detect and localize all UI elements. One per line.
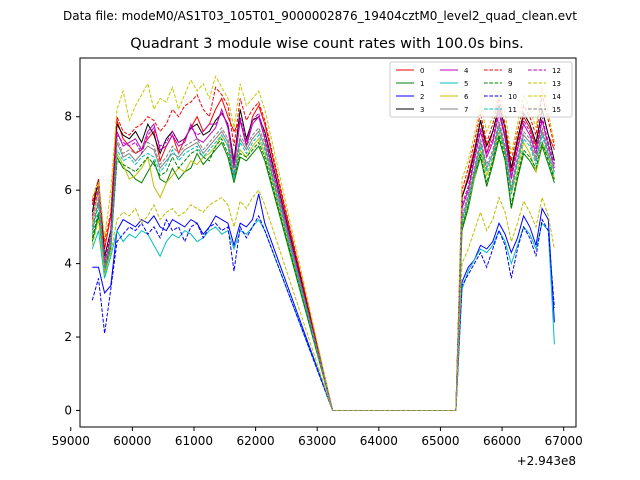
x-tick-label: 64000: [360, 434, 398, 448]
x-tick-label: 67000: [545, 434, 583, 448]
x-tick-label: 63000: [298, 434, 336, 448]
legend-label-3: 3: [420, 106, 424, 114]
x-tick-label: 59000: [52, 434, 90, 448]
legend-label-11: 11: [508, 106, 517, 114]
legend-label-15: 15: [552, 106, 561, 114]
x-tick-label: 62000: [237, 434, 275, 448]
series-line-15: [91, 120, 555, 411]
legend-label-5: 5: [464, 80, 468, 88]
plot-frame: [79, 57, 577, 428]
x-tick-label: 65000: [421, 434, 459, 448]
legend-label-13: 13: [552, 80, 561, 88]
series-line-12: [91, 109, 555, 411]
y-tick-label: 2: [64, 330, 72, 344]
y-tick-label: 8: [64, 110, 72, 124]
legend-label-10: 10: [508, 93, 517, 101]
series-line-9: [91, 133, 555, 411]
legend-label-6: 6: [464, 93, 469, 101]
chart-title: Quadrant 3 module wise count rates with …: [130, 36, 524, 52]
legend-label-0: 0: [420, 67, 424, 75]
legend-label-7: 7: [464, 106, 468, 114]
legend-label-4: 4: [464, 67, 469, 75]
y-tick-label: 0: [64, 403, 72, 417]
legend-label-8: 8: [508, 67, 512, 75]
legend-label-2: 2: [420, 93, 424, 101]
y-tick-label: 4: [64, 257, 72, 271]
x-axis-offset-label: +2.943e8: [517, 454, 576, 468]
x-tick-label: 66000: [483, 434, 521, 448]
series-line-8: [91, 86, 555, 411]
series-layer: [91, 75, 555, 411]
y-tick-label: 6: [64, 183, 72, 197]
legend-label-12: 12: [552, 67, 561, 75]
axes-layer: 59000 60000 61000 62000 63000 64000 65000 66000…: [52, 110, 583, 448]
x-tick-label: 61000: [175, 434, 213, 448]
legend-label-1: 1: [420, 80, 424, 88]
x-tick-label: 60000: [113, 434, 151, 448]
legend-frame: [389, 61, 573, 118]
legend-label-9: 9: [508, 80, 512, 88]
legend-label-14: 14: [552, 93, 561, 101]
data-file-header: Data file: modeM0/AS1T03_105T01_90000028…: [63, 9, 577, 23]
